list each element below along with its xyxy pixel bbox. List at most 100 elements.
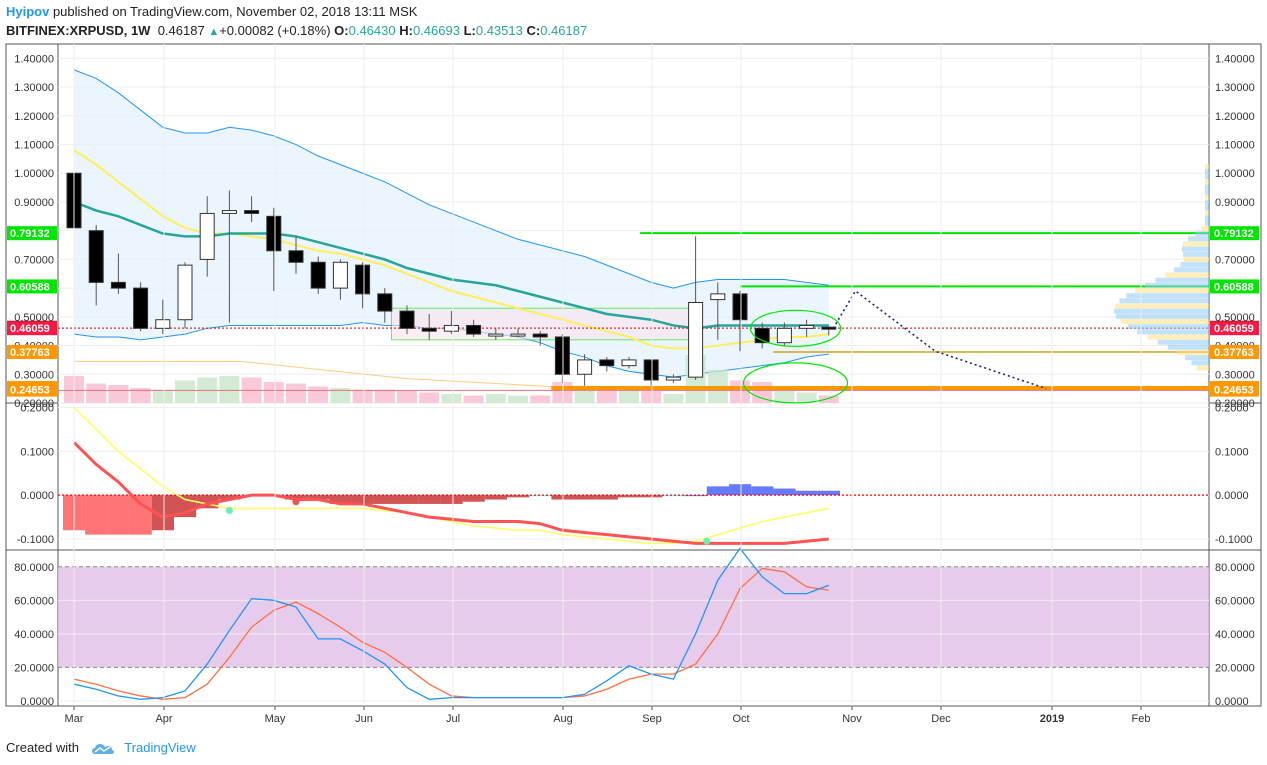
y-tick-label-right: 20.0000	[1215, 662, 1255, 674]
last-price: 0.46187	[157, 23, 205, 38]
macd-histogram-bar	[307, 495, 330, 500]
y-tick-label-right: 1.40000	[1215, 53, 1255, 65]
y-tick-label-left: 80.0000	[14, 562, 54, 574]
price-panel[interactable]: 1.40000 1.40000 1.30000 1.30000 1.20000 1.200…	[7, 53, 1259, 410]
volume-bar	[219, 376, 240, 403]
candle-body	[621, 359, 637, 367]
candle-body	[177, 264, 193, 321]
price-tag-right-text: 0.60588	[1214, 281, 1254, 293]
y-tick-label-left: 0.30000	[14, 369, 54, 381]
y-tick-label-left: -0.1000	[17, 534, 54, 546]
volume-bar	[441, 394, 462, 403]
annotation-ellipse	[749, 309, 842, 347]
volume-profile-bar	[1201, 225, 1209, 231]
y-tick-label-right: 0.0000	[1215, 490, 1249, 502]
candle-body	[554, 336, 570, 375]
y-tick-label-left: 0.2000	[20, 402, 54, 414]
volume-profile-bar	[1155, 277, 1209, 283]
macd-line	[72, 441, 829, 545]
candle-body	[577, 359, 593, 375]
volume-bar	[552, 382, 573, 403]
y-tick-label-right: 60.0000	[1215, 595, 1255, 607]
volume-bar	[130, 388, 151, 403]
candle-body	[599, 359, 615, 367]
volume-bar	[663, 394, 684, 403]
y-tick-label-right: 0.1000	[1215, 446, 1249, 458]
volume-profile-bar	[1126, 293, 1209, 299]
macd-panel[interactable]: 0.2000 0.2000 0.1000 0.1000 0.0000 0.0000 -0.1…	[17, 402, 1253, 546]
volume-profile-bar	[1135, 287, 1209, 293]
symbol-label: BITFINEX:XRPUSD, 1W	[6, 23, 151, 38]
close-value: 0.46187	[540, 23, 588, 38]
high-label: H:	[399, 23, 413, 38]
candle-body	[488, 333, 504, 337]
price-tag-left	[7, 321, 57, 336]
volume-profile-bar	[1205, 163, 1209, 169]
x-tick-label: Jul	[446, 713, 460, 725]
price-tag-left	[7, 279, 57, 294]
candle-body	[199, 212, 215, 260]
y-tick-label-right: 0.0000	[1215, 696, 1249, 708]
y-tick-label-right: 1.10000	[1215, 140, 1255, 152]
y-tick-label-right: 80.0000	[1215, 562, 1255, 574]
x-tick-label: Jun	[355, 713, 373, 725]
macd-histogram-bar	[151, 495, 174, 531]
macd-histogram-bar	[351, 495, 374, 504]
macd-histogram-bar	[418, 495, 441, 504]
volume-profile-bar	[1205, 200, 1209, 206]
up-arrow-icon: ▲	[208, 26, 220, 38]
macd-histogram-bar	[107, 495, 130, 535]
x-tick-label: Nov	[842, 713, 862, 725]
volume-bar	[330, 388, 351, 403]
price-change: +0.00082 (+0.18%)	[219, 23, 331, 38]
macd-histogram-bar	[129, 495, 152, 535]
volume-profile-bar	[1174, 267, 1209, 273]
tradingview-cloud-icon[interactable]	[91, 742, 115, 756]
macd-histogram-bar	[795, 490, 818, 496]
price-tag-right	[1210, 226, 1259, 241]
candle-body	[466, 324, 482, 335]
publish-line: Hyipov published on TradingView.com, Nov…	[6, 2, 1256, 21]
chart-header: Hyipov published on TradingView.com, Nov…	[6, 2, 1256, 40]
price-tag-left-text: 0.37763	[10, 347, 50, 359]
tradingview-brand[interactable]: TradingView	[124, 740, 196, 755]
author-name[interactable]: Hyipov	[6, 4, 50, 19]
y-tick-label-left: 0.70000	[14, 254, 54, 266]
y-tick-label-right: 0.90000	[1215, 197, 1255, 209]
price-tag-left-text: 0.60588	[10, 281, 50, 293]
volume-profile-bar	[1196, 365, 1209, 371]
volume-profile-bar	[1115, 313, 1209, 319]
volume-bar	[263, 382, 284, 403]
bollinger-band-fill	[74, 69, 829, 378]
candle-body	[421, 327, 437, 332]
candle-body	[377, 293, 393, 312]
price-tag-right-text: 0.24653	[1214, 385, 1254, 397]
volume-profile-bar	[1128, 324, 1209, 330]
volume-bar	[596, 391, 617, 403]
open-value: 0.46430	[348, 23, 396, 38]
y-tick-label-left: 1.10000	[14, 140, 54, 152]
volume-profile-bar	[1114, 308, 1209, 314]
price-tag-left	[7, 226, 57, 241]
volume-profile-bar	[1205, 174, 1209, 180]
volume-profile-bar	[1145, 282, 1209, 288]
volume-profile-bar	[1188, 236, 1209, 242]
y-tick-label-left: 0.1000	[20, 446, 54, 458]
y-tick-label-right: 1.20000	[1215, 111, 1255, 123]
volume-profile-bar	[1165, 272, 1209, 278]
candle-body	[155, 319, 171, 329]
volume-profile-bar	[1205, 169, 1209, 175]
stoch-rsi-panel[interactable]: 80.0000 80.0000 60.0000 60.0000 40.0000 40.00…	[14, 547, 1255, 708]
x-tick-label: Feb	[1132, 713, 1151, 725]
volume-bar	[463, 395, 484, 403]
price-tag-left-text: 0.79132	[10, 228, 50, 240]
chart-canvas[interactable]: 1.40000 1.40000 1.30000 1.30000 1.20000 1.200…	[0, 40, 1267, 735]
y-tick-label-right: 0.70000	[1215, 254, 1255, 266]
volume-profile-bar	[1180, 262, 1209, 268]
x-tick-label: Mar	[65, 713, 84, 725]
y-tick-label-left: 0.0000	[20, 490, 54, 502]
outer-frame	[5, 43, 1262, 707]
volume-profile-bar	[1183, 256, 1209, 262]
candle-body	[732, 293, 748, 321]
stoch-d-line	[73, 567, 829, 700]
